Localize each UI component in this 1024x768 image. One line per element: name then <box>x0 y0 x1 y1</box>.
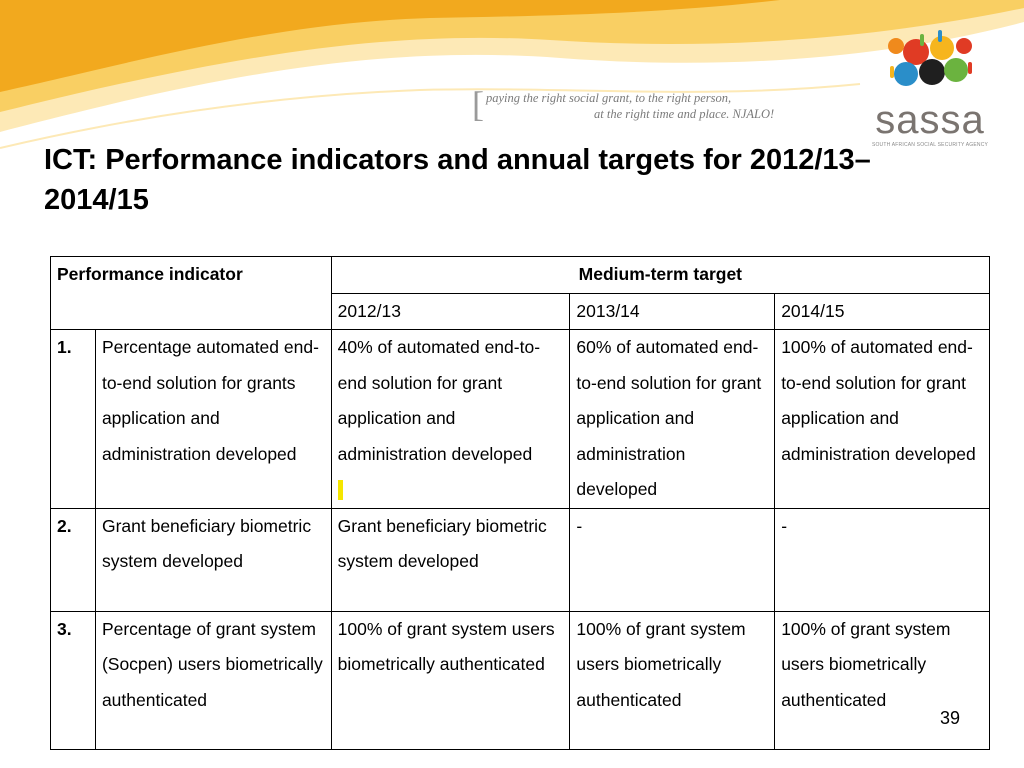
header-year-3: 2014/15 <box>774 292 990 330</box>
table-row: 1. Percentage automated end-to-end solut… <box>50 329 990 509</box>
row-target-2014-15: - <box>774 507 990 612</box>
logo-subtext: SOUTH AFRICAN SOCIAL SECURITY AGENCY <box>871 142 989 148</box>
table-row: 3. Percentage of grant system (Socpen) u… <box>50 610 990 750</box>
header-year-1: 2012/13 <box>330 292 571 330</box>
row-indicator: Grant beneficiary biometric system devel… <box>94 507 332 612</box>
tagline-bracket: [ <box>472 84 484 124</box>
text-cursor-highlight <box>337 480 343 501</box>
logo-wordmark: sassa <box>875 98 985 142</box>
header-medium-term-target: Medium-term target <box>330 256 991 294</box>
table-year-row: 2012/13 2013/14 2014/15 <box>51 292 990 330</box>
row-target-2012-13: 100% of grant system users biometrically… <box>330 610 571 750</box>
row-number: 2. <box>50 507 96 612</box>
cell-text: 40% of automated end-to-end solution for… <box>337 337 541 464</box>
row-number: 1. <box>50 329 96 509</box>
header-swoosh <box>0 0 1024 149</box>
tagline-line1: paying the right social grant, to the ri… <box>486 91 732 105</box>
row-target-2013-14: 100% of grant system users biometrically… <box>569 610 776 750</box>
tagline: [ paying the right social grant, to the … <box>472 86 812 126</box>
row-target-2014-15: 100% of automated end-to-end solution fo… <box>774 329 990 509</box>
header-performance-indicator: Performance indicator <box>50 256 332 330</box>
row-number: 3. <box>50 610 96 750</box>
targets-table: Performance indicator Medium-term target… <box>50 256 991 750</box>
sassa-logo: sassa SOUTH AFRICAN SOCIAL SECURITY AGEN… <box>860 26 1000 154</box>
table-header-row: Performance indicator Medium-term target <box>50 256 991 330</box>
row-target-2012-13: Grant beneficiary biometric system devel… <box>330 507 571 612</box>
tagline-line2: at the right time and place. NJALO! <box>594 107 775 121</box>
row-target-2013-14: - <box>569 507 776 612</box>
hands-emblem-icon <box>888 30 972 86</box>
row-target-2014-15: 100% of grant system users biometrically… <box>774 610 990 750</box>
header-year-2: 2013/14 <box>569 292 776 330</box>
row-target-2012-13: 40% of automated end-to-end solution for… <box>330 329 571 509</box>
page-number: 39 <box>940 708 961 728</box>
row-indicator: Percentage automated end-to-end solution… <box>94 329 332 509</box>
page-title: ICT: Performance indicators and annual t… <box>44 144 871 216</box>
row-target-2013-14: 60% of automated end-to-end solution for… <box>569 329 776 509</box>
row-indicator: Percentage of grant system (Socpen) user… <box>94 610 332 750</box>
table-row: 2. Grant beneficiary biometric system de… <box>50 507 990 612</box>
